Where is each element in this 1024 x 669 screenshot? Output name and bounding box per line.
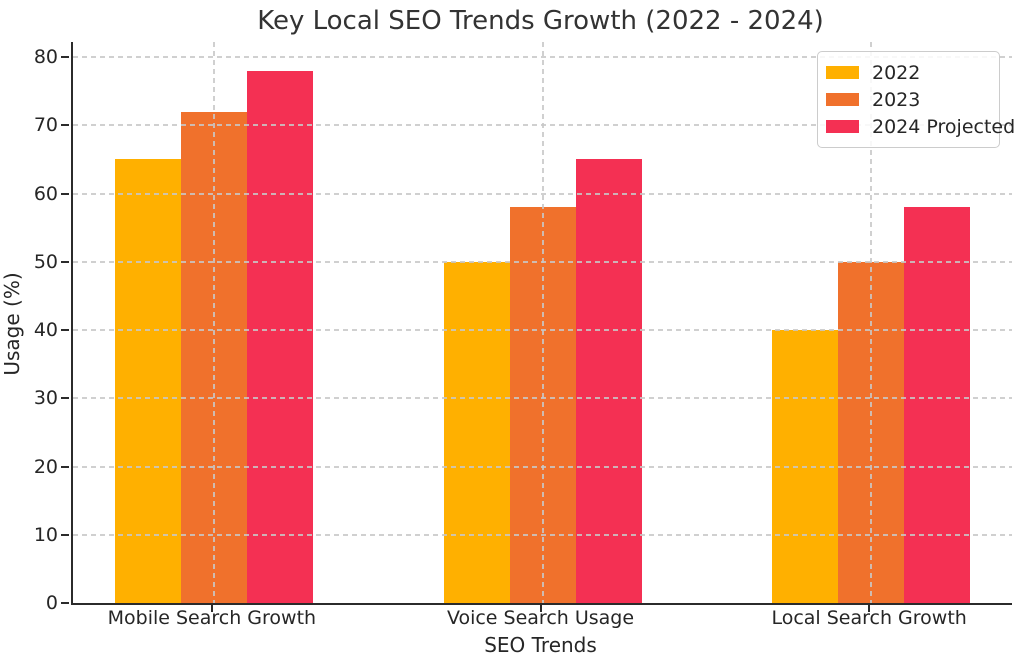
x-gridline-mobile-search-growth: [212, 42, 215, 603]
x-axis-tick-mobile-search-growth: [210, 605, 213, 612]
legend-label: 2023: [872, 88, 921, 111]
bar-2024-projected-mobile-search-growth: [246, 70, 313, 603]
y-axis-tick-0: [61, 602, 69, 604]
legend-swatch-2022: [826, 66, 859, 79]
bar-2024-projected-local-search-growth: [904, 207, 971, 603]
legend-swatch-2023: [826, 93, 859, 106]
legend-swatch-2024-projected: [826, 120, 859, 133]
x-tick-label-mobile-search-growth: Mobile Search Growth: [107, 607, 317, 629]
y-tick-label: 60: [33, 182, 58, 205]
x-axis-label: SEO Trends: [484, 633, 597, 657]
y-tick-label: 70: [33, 114, 58, 137]
x-tick-label-local-search-growth: Local Search Growth: [771, 607, 967, 629]
legend-item-2024-projected: 2024 Projected: [826, 113, 1015, 140]
legend-label: 2024 Projected: [872, 115, 1016, 138]
y-tick-label: 10: [33, 523, 58, 546]
y-axis-tick-50: [61, 260, 69, 263]
x-gridline-voice-search-usage: [541, 42, 544, 603]
y-tick-label: 0: [45, 592, 58, 614]
y-tick-label: 20: [33, 455, 58, 478]
y-axis-tick-30: [61, 397, 69, 400]
y-axis-tick-70: [61, 124, 69, 127]
y-axis-tick-80: [61, 56, 69, 58]
legend-item-2023: 2023: [826, 86, 989, 113]
y-tick-label: 40: [33, 319, 58, 341]
y-axis-tick-60: [61, 192, 69, 195]
y-tick-label: 30: [33, 387, 58, 410]
legend-item-2022: 2022: [826, 59, 989, 86]
y-axis-tick-40: [61, 329, 69, 331]
legend: 2022 2023 2024 Projected: [817, 51, 1015, 148]
y-tick-label: 50: [33, 250, 58, 273]
bar-2022-mobile-search-growth: [114, 159, 181, 603]
y-axis-tick-20: [61, 465, 69, 468]
y-tick-label: 80: [33, 46, 58, 68]
bar-2022-voice-search-usage: [443, 261, 510, 603]
x-gridline-local-search-growth: [870, 42, 873, 603]
x-axis-tick-voice-search-usage: [539, 605, 542, 612]
chart-title: Key Local SEO Trends Growth (2022 - 2024…: [257, 6, 824, 36]
x-axis-tick-local-search-growth: [868, 605, 871, 612]
x-tick-label-voice-search-usage: Voice Search Usage: [446, 607, 635, 629]
y-axis-tick-10: [61, 533, 69, 536]
legend-label: 2022: [872, 61, 921, 84]
bar-2024-projected-voice-search-usage: [575, 159, 642, 603]
plot-area: [71, 42, 1012, 605]
